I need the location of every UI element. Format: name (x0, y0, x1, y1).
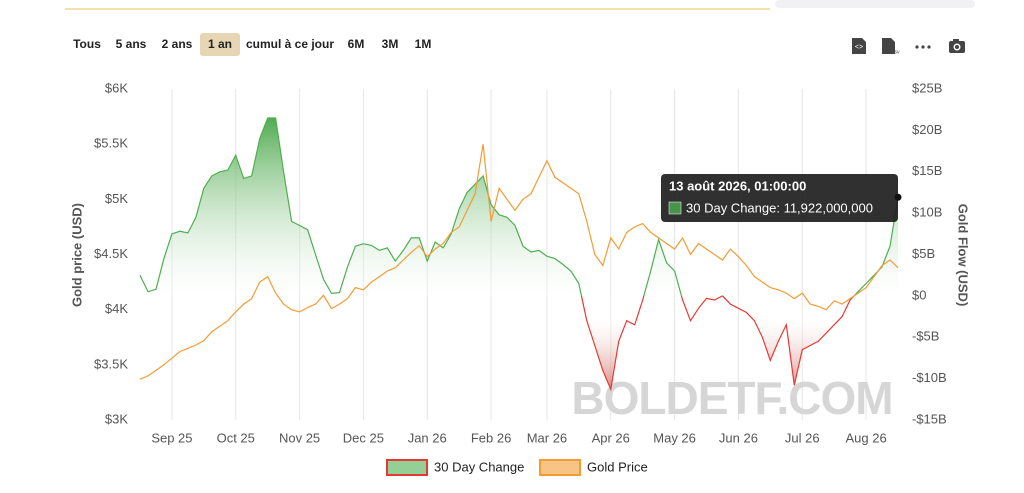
legend-label: Gold Price (587, 459, 648, 474)
range-button[interactable]: 2 ans (162, 37, 193, 51)
y-tick-label: $3.5K (94, 356, 128, 371)
range-selector: Tous 5 ans 2 ans 1 an cumul à ce jour 6M 3M 1M (73, 33, 431, 56)
y2-tick-label: $5B (912, 246, 935, 261)
y2-tick-label: $20B (912, 122, 942, 137)
legend-swatch (386, 459, 428, 476)
range-button[interactable]: 1M (415, 37, 432, 51)
range-button[interactable]: cumul à ce jour (246, 37, 334, 51)
x-tick-label: May 26 (653, 430, 696, 445)
y-tick-label: $4K (105, 301, 128, 316)
legend: 30 Day Change Gold Price (386, 459, 648, 476)
camera-icon[interactable] (949, 39, 965, 53)
hover-point (894, 193, 902, 201)
more-icon[interactable] (915, 45, 931, 49)
y-tick-label: $4.5K (94, 246, 128, 261)
top-panel (775, 0, 975, 8)
y-tick-label: $5K (105, 191, 128, 206)
y2-tick-label: $10B (912, 205, 942, 220)
range-button[interactable]: 1 an (208, 37, 232, 51)
y-tick-label: $5.5K (94, 136, 128, 151)
grid: $3K $3.5K $4K $4.5K $5K $5.5K $6K -$15B -$10B -$5… (94, 80, 947, 445)
x-tick-label: Oct 25 (217, 430, 255, 445)
x-tick-label: Jul 26 (785, 430, 820, 445)
range-button[interactable]: Tous (73, 37, 101, 51)
export-html-icon[interactable]: <> (852, 38, 866, 54)
active-range-bg (200, 33, 240, 56)
tooltip: 13 août 2026, 01:00:00 30 Day Change: 11,… (661, 174, 902, 222)
area (140, 118, 898, 390)
x-tick-label: Jun 26 (719, 430, 758, 445)
range-button[interactable]: 3M (382, 37, 399, 51)
y2-tick-label: $0 (912, 287, 926, 302)
range-button[interactable]: 6M (348, 37, 365, 51)
x-tick-label: Nov 25 (279, 430, 320, 445)
tooltip-swatch (668, 201, 682, 215)
x-tick-label: Jan 26 (408, 430, 447, 445)
line (139, 144, 899, 380)
plot (139, 117, 899, 392)
line (139, 117, 899, 392)
y2-tick-label: $15B (912, 163, 942, 178)
y2-tick-label: -$10B (912, 370, 947, 385)
y2-tick-label: $25B (912, 80, 942, 95)
y-tick-label: $3K (105, 411, 128, 426)
legend-swatch (539, 459, 581, 476)
watermark: BOLDETF.COM (571, 372, 892, 424)
svg-text:csv: csv (892, 49, 900, 55)
tooltip-title: 13 août 2026, 01:00:00 (669, 178, 806, 193)
y2-axis-title: Gold Flow (USD) (956, 204, 971, 307)
x-tick-label: Feb 26 (471, 430, 511, 445)
legend-label: 30 Day Change (434, 459, 524, 474)
toolbar: <> csv (852, 38, 965, 55)
range-button[interactable]: 5 ans (116, 37, 147, 51)
y-tick-label: $6K (105, 80, 128, 95)
tooltip-text: 30 Day Change: 11,922,000,000 (686, 200, 873, 215)
y2-tick-label: -$5B (912, 329, 939, 344)
svg-text:<>: <> (855, 44, 863, 51)
x-tick-label: Dec 25 (343, 430, 384, 445)
tooltip-box (661, 174, 898, 222)
x-tick-label: Sep 25 (151, 430, 192, 445)
x-tick-label: Aug 26 (845, 430, 886, 445)
y-axis-title: Gold price (USD) (69, 203, 84, 307)
export-csv-icon[interactable]: csv (882, 38, 900, 55)
x-tick-label: Mar 26 (527, 430, 567, 445)
x-tick-label: Apr 26 (592, 430, 630, 445)
y2-tick-label: -$15B (912, 411, 947, 426)
